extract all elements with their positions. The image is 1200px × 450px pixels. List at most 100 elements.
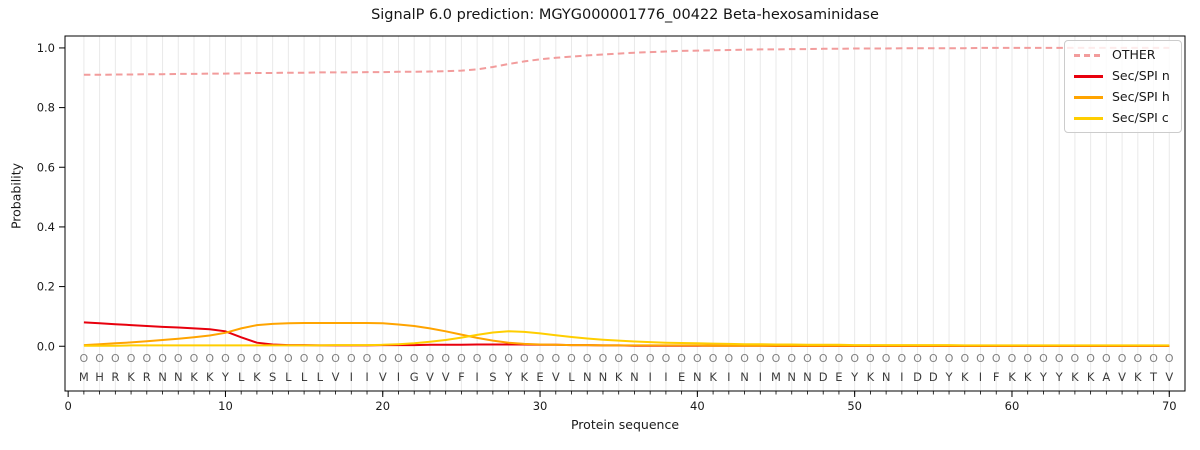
tick-or-letter-text: K	[867, 370, 875, 384]
tick-or-letter-text: Y	[850, 370, 859, 384]
series-line-sec-spi-c	[83, 330, 1170, 347]
tick-or-letter-text: 0.2	[37, 280, 55, 294]
tick-or-letter-text: O	[426, 352, 435, 365]
tick-or-letter-text: K	[1071, 370, 1079, 384]
tick-or-letter-text: O	[740, 352, 749, 365]
tick-or-letter-text: K	[190, 370, 198, 384]
tick-or-letter-text: I	[397, 370, 400, 384]
tick-or-letter-text: I	[759, 370, 762, 384]
tick-or-letter-text: O	[599, 352, 608, 365]
tick-or-letter-text: 1.0	[37, 41, 55, 55]
series-line-sec-spi-h	[83, 322, 1170, 347]
tick-or-letter-text: L	[301, 370, 308, 384]
tick-or-letter-text: O	[787, 352, 796, 365]
tick-or-letter-text: 50	[847, 399, 862, 413]
tick-or-letter-text: Y	[945, 370, 954, 384]
tick-or-letter-text: N	[583, 370, 592, 384]
tick-or-letter-text: N	[174, 370, 183, 384]
tick-or-letter-text: O	[866, 352, 875, 365]
tick-or-letter-text: O	[677, 352, 686, 365]
tick-or-letter-text: Y	[504, 370, 513, 384]
tick-or-letter-text: F	[458, 370, 465, 384]
tick-or-letter-text: O	[835, 352, 844, 365]
tick-or-letter-text: O	[441, 352, 450, 365]
tick-or-letter-text: K	[206, 370, 214, 384]
tick-or-letter-text: E	[536, 370, 543, 384]
y-axis: 0.0 0.2 0.4 0.6 0.8 1.0	[37, 41, 65, 353]
tick-or-letter-text: N	[599, 370, 608, 384]
tick-or-letter-text: L	[238, 370, 245, 384]
tick-or-letter-text: K	[1008, 370, 1016, 384]
tick-or-letter-text: 0.6	[37, 160, 55, 174]
tick-or-letter-text: K	[253, 370, 261, 384]
tick-or-letter-text: N	[803, 370, 812, 384]
tick-or-letter-text: K	[961, 370, 969, 384]
tick-or-letter-text: 20	[375, 399, 390, 413]
tick-or-letter-text: O	[819, 352, 828, 365]
tick-or-letter-text: O	[945, 352, 954, 365]
tick-or-letter-text: E	[835, 370, 842, 384]
tick-or-letter-text: S	[489, 370, 496, 384]
tick-or-letter-text: V	[332, 370, 340, 384]
tick-or-letter-text: O	[394, 352, 403, 365]
legend-line-swatch-sec-spi-h	[1074, 96, 1103, 99]
tick-or-letter-text: O	[913, 352, 922, 365]
tick-or-letter-text: Y	[1055, 370, 1064, 384]
tick-or-letter-text: O	[756, 352, 765, 365]
tick-or-letter-text: O	[850, 352, 859, 365]
series-line-other	[83, 46, 1170, 76]
tick-or-letter-text: O	[1039, 352, 1048, 365]
tick-or-letter-text: R	[143, 370, 151, 384]
tick-or-letter-text: R	[111, 370, 119, 384]
legend-label: OTHER	[1112, 47, 1156, 63]
tick-or-letter-text: 0.8	[37, 101, 55, 115]
tick-or-letter-text: 70	[1162, 399, 1177, 413]
tick-or-letter-text: O	[410, 352, 419, 365]
tick-or-letter-text: M	[771, 370, 781, 384]
tick-or-letter-text: O	[111, 352, 120, 365]
legend-label: Sec/SPI h	[1112, 89, 1170, 105]
tick-or-letter-text: O	[1071, 352, 1080, 365]
tick-or-letter-text: O	[1102, 352, 1111, 365]
tick-or-letter-text: E	[678, 370, 685, 384]
tick-or-letter-text: D	[819, 370, 828, 384]
tick-or-letter-text: V	[552, 370, 560, 384]
tick-or-letter-text: T	[1149, 370, 1158, 384]
tick-or-letter-text: I	[350, 370, 353, 384]
tick-or-letter-text: I	[727, 370, 730, 384]
tick-or-letter-text: O	[976, 352, 985, 365]
tick-or-letter-text: V	[1118, 370, 1126, 384]
tick-or-letter-text: I	[475, 370, 478, 384]
tick-or-letter-text: O	[929, 352, 938, 365]
tick-or-letter-text: 0	[64, 399, 71, 413]
tick-or-letter-text: O	[331, 352, 340, 365]
tick-or-letter-text: O	[174, 352, 183, 365]
chart-title: SignalP 6.0 prediction: MGYG000001776_00…	[371, 7, 879, 23]
tick-or-letter-text: I	[648, 370, 651, 384]
tick-or-letter-text: L	[285, 370, 292, 384]
legend-label: Sec/SPI n	[1112, 68, 1170, 84]
tick-or-letter-text: 0.0	[37, 339, 55, 353]
tick-or-letter-text: O	[724, 352, 733, 365]
tick-or-letter-text: V	[442, 370, 450, 384]
tick-or-letter-text: I	[979, 370, 982, 384]
tick-or-letter-text: O	[614, 352, 623, 365]
x-axis-label: Protein sequence	[570, 417, 680, 432]
tick-or-letter-text: O	[567, 352, 576, 365]
tick-or-letter-text: O	[158, 352, 167, 365]
tick-or-letter-text: O	[221, 352, 230, 365]
tick-or-letter-text: 0.4	[37, 220, 55, 234]
tick-or-letter-text: M	[79, 370, 89, 384]
tick-or-letter-text: O	[300, 352, 309, 365]
legend-box: OTHER Sec/SPI n Sec/SPI h Sec/SPI c	[1064, 40, 1182, 133]
tick-or-letter-text: O	[960, 352, 969, 365]
gridlines	[83, 36, 1170, 391]
tick-or-letter-text: O	[1055, 352, 1064, 365]
tick-or-letter-text: I	[664, 370, 667, 384]
tick-or-letter-text: I	[900, 370, 903, 384]
tick-or-letter-text: N	[630, 370, 639, 384]
tick-or-letter-text: 60	[1005, 399, 1020, 413]
tick-or-letter-text: K	[1024, 370, 1032, 384]
